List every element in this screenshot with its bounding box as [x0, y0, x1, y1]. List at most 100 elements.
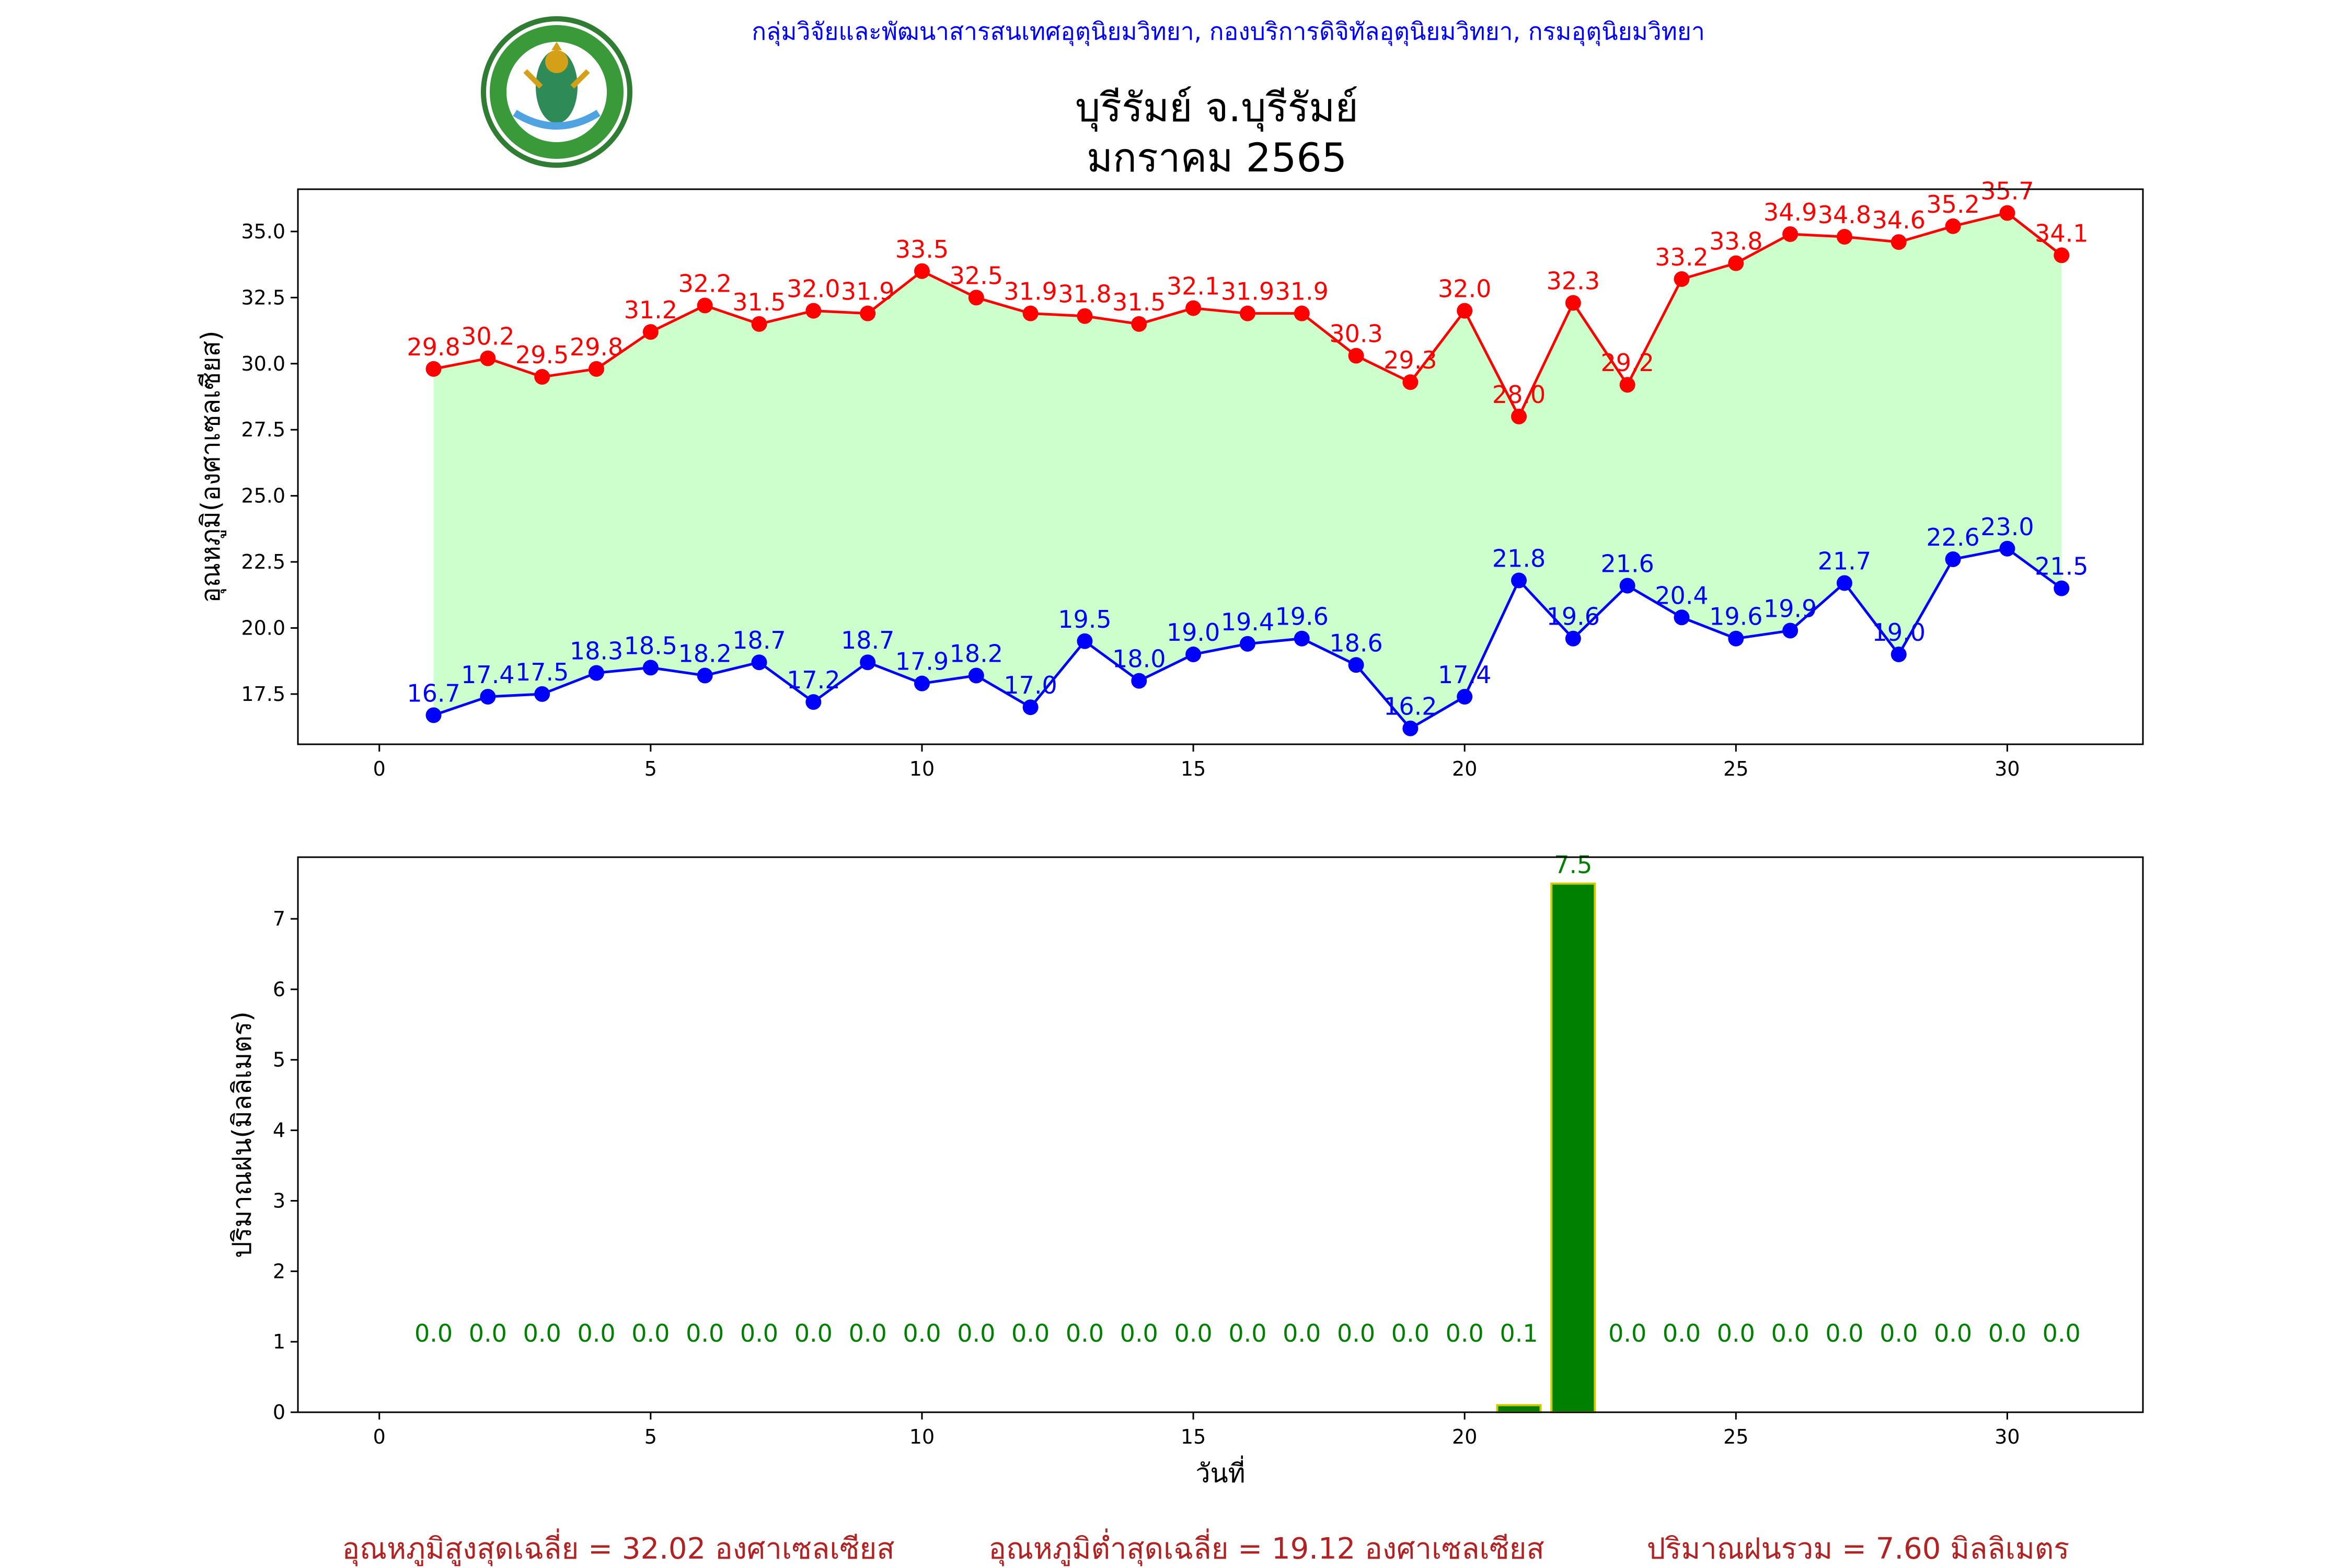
max-temperature-label: 29.5 — [515, 341, 569, 369]
rainfall-label: 0.0 — [1446, 1319, 1484, 1347]
min-temperature-label: 21.6 — [1600, 550, 1654, 578]
min-temperature-label: 17.2 — [787, 666, 840, 694]
rainfall-y-tick-label: 7 — [273, 907, 285, 930]
min-temperature-label: 19.6 — [1709, 603, 1762, 631]
rainfall-x-tick-label: 20 — [1452, 1425, 1477, 1448]
min-temperature-point — [1022, 699, 1039, 716]
rainfall-x-tick-label: 25 — [1723, 1425, 1748, 1448]
max-temperature-label: 29.3 — [1383, 346, 1437, 374]
max-temperature-label: 32.0 — [1438, 275, 1491, 303]
min-temperature-point — [860, 654, 876, 671]
max-temperature-point — [1022, 305, 1039, 321]
max-temperature-label: 32.5 — [950, 261, 1003, 290]
max-temperature-point — [1348, 348, 1364, 364]
rainfall-label: 0.0 — [631, 1319, 670, 1347]
max-temperature-label: 31.9 — [841, 278, 894, 306]
max-temperature-point — [1674, 271, 1690, 287]
rainfall-label: 0.0 — [1771, 1319, 1809, 1347]
temperature-y-tick-label: 30.0 — [241, 352, 285, 375]
rainfall-bar — [1550, 882, 1596, 1413]
min-temperature-point — [968, 667, 984, 684]
min-temperature-label: 19.0 — [1872, 618, 1926, 647]
max-temperature-label: 34.8 — [1818, 201, 1871, 229]
rainfall-x-tick-label: 30 — [1994, 1425, 2020, 1448]
min-temperature-point — [1674, 609, 1690, 626]
rainfall-label: 0.0 — [903, 1319, 941, 1347]
rainfall-y-axis-label: ปริมาณฝน(มิลลิเมตร) — [227, 1011, 257, 1258]
min-temperature-label: 21.7 — [1818, 547, 1871, 575]
rainfall-label: 7.5 — [1554, 851, 1592, 879]
rainfall-label: 0.0 — [1066, 1319, 1104, 1347]
max-temperature-point — [1945, 218, 1961, 234]
rainfall-y-tick-label: 6 — [273, 978, 285, 1001]
min-temperature-point — [642, 660, 659, 676]
min-temperature-point — [1348, 657, 1364, 673]
max-temperature-point — [697, 297, 713, 314]
min-temperature-point — [1999, 540, 2015, 557]
max-temperature-label: 31.5 — [1112, 288, 1166, 316]
max-temperature-point — [589, 361, 605, 377]
max-temperature-point — [480, 350, 496, 366]
temperature-y-tick-label: 27.5 — [241, 418, 285, 441]
max-temperature-point — [1836, 229, 1852, 245]
min-temperature-label: 16.7 — [407, 679, 460, 707]
rainfall-label: 0.0 — [577, 1319, 615, 1347]
total-rainfall: ปริมาณฝนรวม = 7.60 มิลลิเมตร — [1647, 1532, 2070, 1566]
min-temperature-label: 18.2 — [678, 640, 731, 668]
temperature-y-tick-label: 35.0 — [241, 220, 285, 243]
max-temperature-label: 29.8 — [407, 333, 460, 361]
min-temperature-label: 17.0 — [1004, 671, 1057, 699]
min-temperature-label: 21.8 — [1492, 544, 1546, 572]
max-temperature-label: 29.2 — [1600, 349, 1654, 377]
rainfall-y-tick-label: 1 — [273, 1330, 285, 1353]
max-temperature-label: 32.3 — [1547, 267, 1600, 295]
max-temperature-point — [968, 290, 984, 306]
min-temperature-label: 16.2 — [1383, 693, 1437, 721]
min-temperature-label: 22.6 — [1926, 523, 1979, 551]
temperature-x-tick-label: 20 — [1452, 757, 1477, 780]
min-temperature-point — [1728, 630, 1744, 647]
max-temperature-label: 34.6 — [1872, 206, 1926, 234]
rainfall-label: 0.0 — [1934, 1319, 1972, 1347]
rainfall-label: 0.0 — [1988, 1319, 2026, 1347]
min-temperature-label: 19.6 — [1275, 603, 1329, 631]
min-temperature-label: 18.0 — [1112, 645, 1166, 673]
temperature-y-tick-label: 32.5 — [241, 286, 285, 309]
rainfall-label: 0.0 — [1663, 1319, 1701, 1347]
rainfall-y-tick-label: 4 — [273, 1119, 285, 1142]
max-temperature-label: 31.8 — [1058, 280, 1111, 308]
max-temperature-point — [1999, 205, 2015, 221]
rainfall-label: 0.0 — [523, 1319, 561, 1347]
rainfall-label: 0.1 — [1500, 1319, 1538, 1347]
rainfall-x-tick-label: 0 — [373, 1425, 386, 1448]
max-temperature-label: 34.1 — [2035, 219, 2088, 247]
max-temperature-point — [1077, 308, 1093, 324]
temperature-y-tick-label: 22.5 — [241, 550, 285, 573]
max-temperature-label: 32.1 — [1167, 272, 1220, 301]
rainfall-label: 0.0 — [1717, 1319, 1755, 1347]
min-temperature-label: 18.2 — [950, 640, 1003, 668]
min-temperature-point — [1457, 688, 1473, 705]
max-temperature-point — [751, 316, 767, 332]
max-temperature-label: 30.2 — [461, 322, 514, 351]
min-temperature-point — [1511, 572, 1527, 589]
max-temperature-point — [1728, 255, 1744, 271]
min-temperature-point — [1945, 551, 1961, 567]
rainfall-y-tick-label: 2 — [273, 1260, 285, 1283]
max-temperature-point — [1402, 374, 1419, 390]
rainfall-label: 0.0 — [849, 1319, 887, 1347]
min-temperature-point — [1131, 673, 1147, 689]
min-temperature-point — [480, 688, 496, 705]
temperature-x-tick-label: 15 — [1181, 757, 1206, 780]
max-temperature-point — [1185, 300, 1202, 316]
min-temperature-point — [1239, 636, 1255, 652]
max-temperature-label: 29.8 — [570, 333, 623, 361]
rainfall-y-tick-label: 3 — [273, 1189, 285, 1212]
temperature-chart: 29.8 30.229.5 29.831.232.231.5 32.0 31.933.5… — [195, 177, 2144, 780]
rainfall-label: 0.0 — [469, 1319, 507, 1347]
rainfall-label: 0.0 — [1880, 1319, 1918, 1347]
rainfall-label: 0.0 — [2043, 1319, 2081, 1347]
rainfall-chart: 0.0 0.0 0.0 0.0 0.0 0.0 0.0 0.0 0.0 0.0 0.0 0.0 0.0 0… — [227, 851, 2144, 1489]
min-temperature-point — [2054, 580, 2070, 596]
